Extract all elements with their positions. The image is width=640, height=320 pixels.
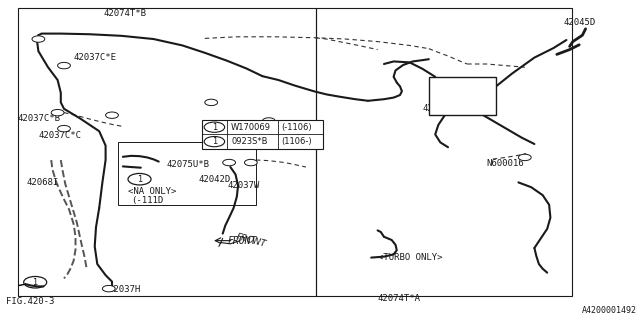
Circle shape: [58, 125, 70, 132]
Text: 42037C*C: 42037C*C: [38, 132, 81, 140]
Text: 42037H: 42037H: [109, 285, 141, 294]
Bar: [18, 8, 316, 296]
Circle shape: [518, 154, 531, 161]
Circle shape: [32, 36, 45, 42]
Text: 42075U*B: 42075U*B: [166, 160, 209, 169]
Text: 42074T*A: 42074T*A: [378, 294, 420, 303]
Text: 1: 1: [212, 137, 217, 146]
Text: 42068I: 42068I: [27, 178, 59, 187]
Circle shape: [106, 112, 118, 118]
Text: <NA ONLY>: <NA ONLY>: [128, 188, 177, 196]
Text: 42045D: 42045D: [563, 18, 595, 27]
Text: FIG.420-3: FIG.420-3: [6, 297, 55, 306]
Bar: [202, 120, 323, 149]
Text: A4200001492: A4200001492: [582, 306, 637, 315]
Text: W170069: W170069: [231, 123, 271, 132]
Circle shape: [262, 118, 275, 124]
Text: 42037C*B: 42037C*B: [18, 114, 61, 123]
Text: (-111D: (-111D: [131, 196, 163, 204]
Text: 0923S*B: 0923S*B: [231, 137, 268, 146]
Bar: [429, 77, 496, 115]
Text: 42042D: 42042D: [198, 175, 230, 184]
Circle shape: [102, 285, 115, 292]
Text: N600016: N600016: [486, 159, 524, 168]
Circle shape: [223, 159, 236, 166]
Text: 42037W: 42037W: [227, 181, 259, 190]
Text: FRONT: FRONT: [227, 236, 257, 246]
Circle shape: [58, 62, 70, 69]
Bar: [316, 8, 572, 296]
Bar: [118, 142, 256, 205]
Text: FRONT: FRONT: [236, 232, 268, 249]
Text: 1: 1: [212, 123, 217, 132]
Text: (1106-): (1106-): [281, 137, 312, 146]
Text: <TURBO ONLY>: <TURBO ONLY>: [378, 253, 442, 262]
Circle shape: [51, 109, 64, 116]
Text: 42074T*B: 42074T*B: [103, 9, 147, 18]
Text: 1: 1: [33, 278, 38, 287]
Text: 42035: 42035: [422, 104, 449, 113]
Circle shape: [244, 159, 257, 166]
Circle shape: [205, 99, 218, 106]
Text: (-1106): (-1106): [281, 123, 312, 132]
Text: 42037C*E: 42037C*E: [74, 53, 116, 62]
Text: 1: 1: [137, 175, 142, 184]
